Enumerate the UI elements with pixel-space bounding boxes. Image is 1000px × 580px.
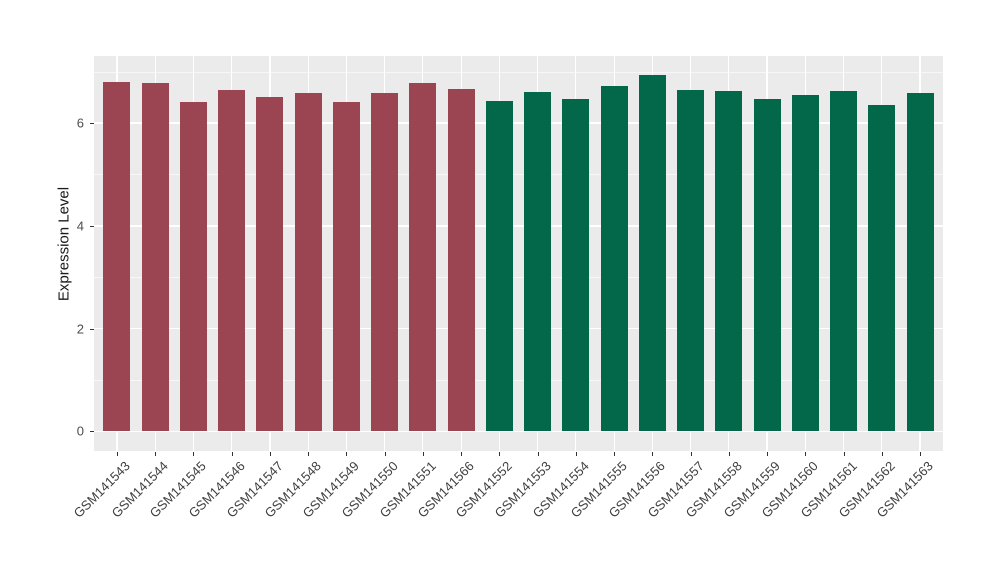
y-tick-mark [90, 328, 94, 330]
gridline-major [94, 430, 943, 433]
bar [524, 92, 552, 432]
x-tick-mark [461, 452, 463, 456]
bar [256, 97, 284, 432]
x-tick-mark [537, 452, 539, 456]
y-axis-title: Expression Level [55, 186, 73, 301]
bar [141, 83, 169, 432]
x-tick-mark [881, 452, 883, 456]
bar [600, 86, 628, 432]
bar [179, 102, 207, 432]
y-tick-mark [90, 431, 94, 433]
bar [294, 92, 322, 432]
bar [638, 74, 666, 432]
y-tick-label: 4 [76, 218, 84, 234]
x-tick-mark [422, 452, 424, 456]
gridline-minor [94, 71, 943, 73]
bar [485, 101, 513, 432]
plot-panel [94, 56, 943, 451]
x-tick-mark [269, 452, 271, 456]
x-tick-mark [805, 452, 807, 456]
bar [409, 83, 437, 432]
x-tick-mark [614, 452, 616, 456]
x-tick-mark [575, 452, 577, 456]
x-tick-mark [843, 452, 845, 456]
x-tick-mark [346, 452, 348, 456]
bar [868, 105, 896, 432]
gridline-major [94, 327, 943, 330]
bar [447, 88, 475, 432]
x-tick-mark [920, 452, 922, 456]
y-tick-label: 2 [76, 321, 84, 337]
bar [103, 82, 131, 432]
gridline-major [94, 225, 943, 227]
x-tick-mark [193, 452, 195, 456]
x-tick-mark [767, 452, 769, 456]
bar [906, 93, 934, 432]
x-tick-mark [690, 452, 692, 456]
gridline-minor [94, 174, 943, 176]
x-tick-mark [116, 452, 118, 456]
bar [371, 93, 399, 432]
y-tick-mark [90, 123, 94, 125]
bar [830, 90, 858, 432]
bar [332, 102, 360, 432]
gridline-minor [94, 380, 943, 382]
gridline-minor [94, 277, 943, 279]
y-tick-label: 0 [76, 423, 84, 439]
x-tick-mark [231, 452, 233, 456]
x-tick-mark [308, 452, 310, 456]
bar [791, 95, 819, 432]
bar [715, 90, 743, 432]
y-tick-mark [90, 225, 94, 227]
bar [677, 89, 705, 432]
bar [218, 90, 246, 432]
x-tick-mark [384, 452, 386, 456]
x-tick-mark [499, 452, 501, 456]
y-tick-label: 6 [76, 115, 84, 131]
x-tick-mark [155, 452, 157, 456]
x-tick-mark [652, 452, 654, 456]
x-tick-mark [728, 452, 730, 456]
bar [562, 98, 590, 432]
gridline-major [94, 122, 943, 124]
bar [753, 98, 781, 432]
